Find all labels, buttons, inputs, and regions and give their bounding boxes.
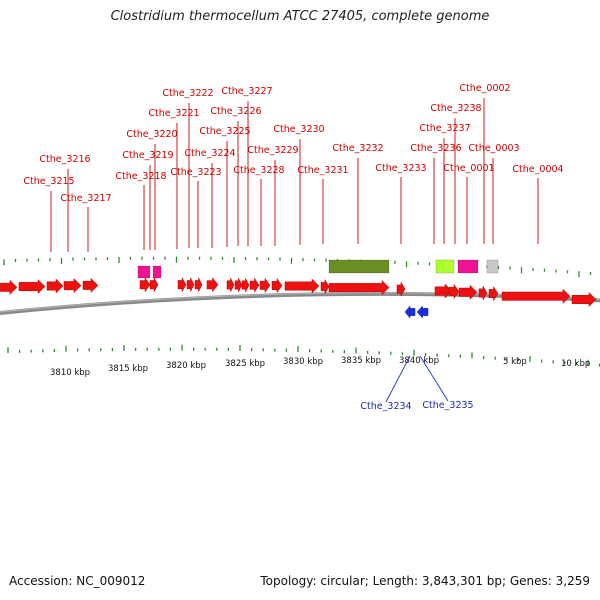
forward-gene-arrow [149,276,159,293]
forward-gene-label[interactable]: Cthe_3227 [221,86,272,97]
forward-gene-label[interactable]: Cthe_3224 [184,148,235,159]
forward-gene-label[interactable]: Cthe_0002 [459,83,510,94]
forward-gene-label[interactable]: Cthe_3217 [60,193,111,204]
forward-gene-label[interactable]: Cthe_3220 [126,129,177,140]
forward-gene-label[interactable]: Cthe_3216 [39,154,90,165]
forward-gene-label[interactable]: Cthe_3230 [273,124,324,135]
forward-gene-label[interactable]: Cthe_3215 [23,176,74,187]
outer-tick-ring [3,256,592,278]
olive-feature-box [328,259,390,274]
map-title: Clostridium thermocellum ATCC 27405, com… [110,9,490,24]
magenta-feature-box [137,265,151,279]
forward-gene-label[interactable]: Cthe_3231 [297,165,348,176]
forward-gene-label[interactable]: Cthe_3218 [115,171,166,182]
magenta-feature-box [457,259,479,274]
forward-gene-track [0,276,597,308]
forward-gene-arrow [186,277,195,292]
forward-gene-label[interactable]: Cthe_3222 [162,88,213,99]
reverse-label-line [419,355,449,402]
forward-gene-arrow [571,291,597,308]
forward-gene-label[interactable]: Cthe_3228 [233,165,284,176]
scale-label: 3835 kbp [341,356,381,366]
accession-text: Accession: NC_009012 [9,574,146,588]
forward-gene-arrow [194,277,203,292]
forward-gene-label[interactable]: Cthe_3233 [375,163,426,174]
scale-label: 3825 kbp [225,359,265,369]
reverse-gene-track [404,305,429,319]
forward-gene-label[interactable]: Cthe_3238 [430,103,481,114]
magenta-feature-box [152,265,162,279]
reverse-gene-arrow [416,305,429,319]
scale-labels: 3810 kbp 3815 kbp 3820 kbp 3825 kbp 3830 kbp… [50,356,590,378]
forward-gene-label[interactable]: Cthe_0003 [468,143,519,154]
forward-gene-arrow [458,284,478,300]
forward-gene-label[interactable]: Cthe_0004 [512,164,563,175]
forward-gene-label[interactable]: Cthe_3221 [148,108,199,119]
forward-gene-arrow [488,285,499,302]
forward-gene-arrow [284,278,320,294]
scale-label: 3820 kbp [166,361,206,371]
forward-gene-arrow [46,278,64,294]
forward-gene-arrow [234,277,243,293]
gene-label-lines [50,98,539,403]
forward-gene-arrow [320,278,330,295]
reverse-gene-label[interactable]: Cthe_3234 [360,401,411,412]
scale-label: 3830 kbp [283,357,323,367]
forward-gene-arrow [0,279,18,295]
scale-label: 3840 kbp [399,356,439,366]
forward-gene-label[interactable]: Cthe_3236 [410,143,461,154]
forward-gene-arrow [139,276,151,293]
forward-gene-arrow [271,277,283,294]
forward-gene-arrow [206,277,219,293]
forward-gene-arrow [448,283,460,300]
reverse-gene-arrow [404,305,416,319]
forward-gene-label[interactable]: Cthe_0001 [443,163,494,174]
forward-gene-arrow [259,277,271,294]
reverse-label-line [385,355,411,403]
forward-gene-label[interactable]: Cthe_3223 [170,167,221,178]
scale-tick-ring [7,344,600,367]
feature-box-track [137,259,499,279]
forward-gene-label[interactable]: Cthe_3229 [247,145,298,156]
scale-label: 10 kbp [561,359,590,369]
forward-gene-arrow [241,277,250,293]
forward-gene-arrow [226,277,235,293]
forward-gene-arrow [249,277,260,294]
forward-gene-label[interactable]: Cthe_3237 [419,123,470,134]
lime-feature-box [435,259,455,274]
reverse-gene-label[interactable]: Cthe_3235 [422,400,473,411]
forward-gene-label[interactable]: Cthe_3219 [122,150,173,161]
gene-labels: Cthe_3215 Cthe_3216 Cthe_3217 Cthe_3218 Cthe… [23,83,563,412]
scale-label: 3810 kbp [50,368,90,378]
genome-summary-text: Topology: circular; Length: 3,843,301 bp… [260,574,590,588]
forward-gene-arrow [63,278,82,294]
forward-gene-arrow [177,276,187,293]
forward-gene-arrow [328,280,390,296]
scale-label: 5 kbp [503,357,527,367]
scale-label: 3815 kbp [108,364,148,374]
gray-feature-box [486,259,499,274]
forward-gene-arrow [82,277,99,293]
forward-gene-arrow [478,285,488,301]
forward-gene-label[interactable]: Cthe_3226 [210,106,261,117]
forward-gene-label[interactable]: Cthe_3232 [332,143,383,154]
forward-gene-arrow [501,288,571,304]
forward-gene-label[interactable]: Cthe_3225 [199,126,250,137]
forward-gene-arrow [18,278,46,295]
forward-gene-arrow [434,283,453,299]
forward-gene-arrow [396,281,406,298]
